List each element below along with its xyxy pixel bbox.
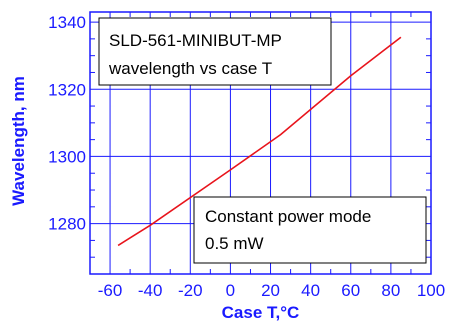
plot-frame [89,11,432,275]
x-tick-label: 100 [417,281,445,300]
y-tick-label: 1280 [48,215,86,234]
mode-annotation-line-2: 0.5 mW [205,234,264,253]
x-tick-label: 20 [261,281,280,300]
x-tick-label: 0 [226,281,235,300]
x-tick-label: -20 [178,281,203,300]
mode-annotation-line-1: Constant power mode [205,207,371,226]
x-tick-label: 60 [341,281,360,300]
y-tick-label: 1340 [48,13,86,32]
mode-annotation-frame [193,196,427,264]
ticks [89,12,431,275]
series-line [117,36,402,247]
series [117,36,402,247]
tick-labels: -60 -40 -20 0 20 40 60 80 100 1280 1300 1320 1340 [48,13,445,300]
x-tick-label: 40 [301,281,320,300]
mode-annotation-box: Constant power mode 0.5 mW [193,196,427,264]
y-axis-title: Wavelength, nm [9,76,28,206]
x-tick-label: -40 [138,281,163,300]
title-annotation-line-2: wavelength vs case T [108,59,272,78]
x-tick-label: -60 [98,281,123,300]
y-tick-label: 1300 [48,147,86,166]
x-tick-label: 80 [381,281,400,300]
title-annotation-frame [98,17,332,86]
title-annotation-box: SLD-561-MINIBUT-MP wavelength vs case T [98,17,332,86]
x-axis-title: Case T,°C [222,303,300,322]
y-tick-label: 1320 [48,80,86,99]
title-annotation-line-1: SLD-561-MINIBUT-MP [109,31,282,50]
